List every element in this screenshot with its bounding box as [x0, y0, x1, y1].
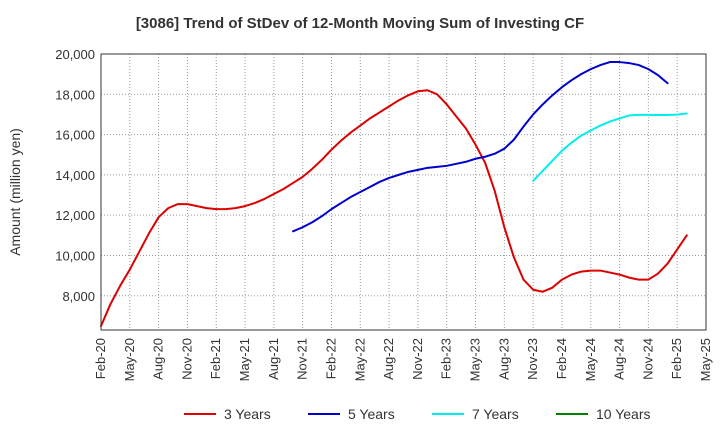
x-tick-label: May-24 — [583, 338, 598, 381]
series-layer — [100, 61, 688, 327]
y-tick-label: 10,000 — [55, 248, 95, 263]
x-tick-label: Nov-20 — [179, 338, 194, 380]
y-tick-label: 12,000 — [55, 208, 95, 223]
x-tick-label: Feb-23 — [439, 338, 454, 379]
x-tick-label: Aug-21 — [266, 338, 281, 380]
x-tick-label: Aug-23 — [496, 338, 511, 380]
x-tick-label: May-25 — [698, 338, 713, 381]
x-tick-label: Feb-25 — [669, 338, 684, 379]
grid-lines — [100, 53, 707, 330]
y-tick-label: 8,000 — [62, 289, 95, 304]
legend-label: 3 Years — [224, 406, 271, 422]
x-tick-label: Feb-22 — [323, 338, 338, 379]
plot-area — [101, 54, 706, 330]
x-tick-label: May-21 — [237, 338, 252, 381]
legend-label: 5 Years — [348, 406, 395, 422]
y-tick-label: 18,000 — [55, 87, 95, 102]
x-tick-label: Nov-23 — [525, 338, 540, 380]
legend-item: 3 Years — [184, 406, 271, 422]
x-tick-label: May-20 — [122, 338, 137, 381]
chart-title: [3086] Trend of StDev of 12-Month Moving… — [136, 15, 584, 32]
x-tick-label: Nov-24 — [640, 338, 655, 380]
y-tick-label: 16,000 — [55, 128, 95, 143]
series-line-7-years — [532, 112, 688, 182]
axes — [100, 53, 707, 331]
x-tick-label: Aug-20 — [151, 338, 166, 380]
x-tick-label: May-22 — [352, 338, 367, 381]
plot-frame — [100, 53, 707, 331]
x-tick-label: May-23 — [468, 338, 483, 381]
series-line-5-years — [292, 61, 669, 233]
x-tick-label: Feb-21 — [208, 338, 223, 379]
x-tick-label: Feb-20 — [93, 338, 108, 379]
x-tick-labels: Feb-20 May-20 Aug-20 Nov-20 Feb-21 May-21 Aug-… — [93, 338, 713, 381]
x-tick-label: Aug-22 — [381, 338, 396, 380]
legend-item: 10 Years — [556, 406, 651, 422]
legend-item: 7 Years — [432, 406, 519, 422]
x-tick-label: Aug-24 — [612, 338, 627, 380]
legend-label: 7 Years — [472, 406, 519, 422]
x-tick-label: Feb-24 — [554, 338, 569, 379]
legend-label: 10 Years — [596, 406, 651, 422]
y-tick-label: 14,000 — [55, 168, 95, 183]
x-tick-label: Nov-21 — [295, 338, 310, 380]
plot-background — [101, 54, 706, 330]
legend-item: 5 Years — [308, 406, 395, 422]
y-axis-label: Amount (million yen) — [7, 128, 23, 256]
y-tick-label: 20,000 — [55, 47, 95, 62]
legend: 3 Years 5 Years 7 Years 10 Years — [184, 406, 651, 422]
x-tick-label: Nov-22 — [410, 338, 425, 380]
series-line-3-years — [100, 89, 688, 327]
y-tick-labels: 8,000 10,000 12,000 14,000 16,000 18,000 20,00… — [55, 47, 95, 304]
